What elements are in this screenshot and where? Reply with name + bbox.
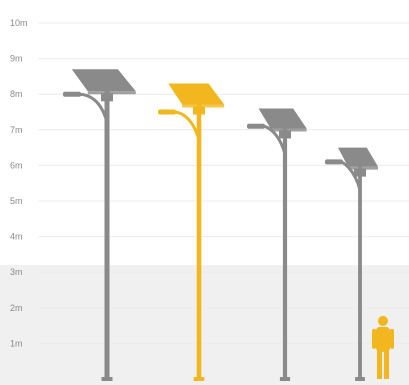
tick-label: 1m (10, 338, 23, 348)
tick-label: 3m (10, 267, 23, 277)
street-light-poles (63, 69, 378, 381)
lamp-arm (172, 110, 201, 142)
street-light-3 (247, 108, 307, 381)
pole-base (279, 377, 291, 381)
pole-shaft (104, 75, 110, 379)
lamp-head (63, 91, 81, 97)
pole-shaft (282, 114, 288, 379)
tick-label: 2m (10, 303, 23, 313)
person-leg-right (384, 350, 389, 379)
solar-panel (338, 147, 378, 167)
person-arm-right (390, 328, 394, 349)
tick-label: 9m (10, 54, 23, 64)
panel-mount (279, 130, 291, 139)
tick-label: 7m (10, 125, 23, 135)
tick-label: 6m (10, 160, 23, 170)
panel-mount (193, 106, 205, 115)
tick-label: 5m (10, 196, 23, 206)
panel-mount (101, 93, 113, 102)
solar-panel (168, 83, 225, 105)
panel-mount (354, 168, 366, 177)
solar-panel-edge (182, 104, 225, 108)
street-light-1 (63, 69, 136, 381)
person-torso (376, 326, 390, 352)
solar-panel-edge (87, 91, 136, 95)
person-leg-left (377, 350, 382, 379)
solar-panel (71, 69, 136, 92)
tick-label: 4m (10, 232, 23, 242)
street-light-2 (158, 83, 225, 381)
lamp-head (325, 159, 343, 165)
pole-base (101, 377, 113, 381)
gridlines (38, 22, 409, 344)
lamp-head (158, 109, 176, 115)
pole-shaft (358, 153, 362, 379)
street-light-4 (325, 147, 378, 381)
height-scale: 1m 2m 3m 4m 5m 6m 7m 8m 9m 10m (10, 18, 28, 348)
pole-base (355, 377, 365, 381)
pole-base (193, 377, 205, 381)
person-arm-left (372, 328, 376, 349)
lamp-head (247, 123, 265, 129)
tick-label: 10m (10, 18, 28, 28)
tick-label: 8m (10, 89, 23, 99)
pole-shaft (196, 89, 202, 380)
lamp-arm (77, 92, 109, 124)
person-figure (372, 315, 394, 379)
solar-panel (258, 108, 307, 129)
shaded-band (0, 265, 409, 385)
person-head (378, 315, 388, 326)
